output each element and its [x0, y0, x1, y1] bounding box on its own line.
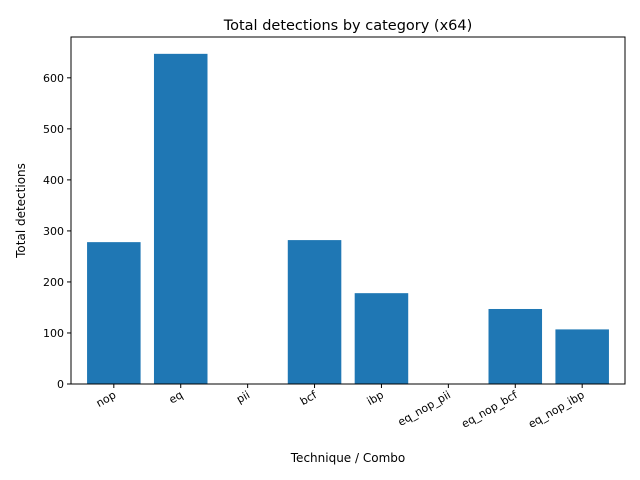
y-tick-label: 100	[43, 327, 64, 340]
y-tick-label: 400	[43, 174, 64, 187]
y-tick-label: 600	[43, 72, 64, 85]
bar-ibp	[354, 293, 409, 384]
y-axis: 0 100 200 300 400 500 600	[43, 72, 71, 391]
bar-group	[87, 53, 609, 385]
x-tick-label: eq	[167, 388, 185, 406]
y-tick-label: 500	[43, 123, 64, 136]
y-tick-label: 300	[43, 225, 64, 238]
bar-eq_nop_bcf	[488, 308, 543, 384]
chart-title: Total detections by category (x64)	[223, 18, 473, 34]
bar-eq	[153, 53, 208, 385]
y-axis-label: Total detections	[14, 163, 28, 259]
bar-bcf	[287, 240, 342, 384]
bar-eq_nop_ibp	[555, 329, 609, 384]
x-tick-label: pii	[234, 388, 252, 406]
x-axis-label: Technique / Combo	[290, 451, 405, 465]
plot-frame	[70, 36, 626, 385]
bar-nop	[87, 242, 141, 384]
y-tick-label: 0	[57, 378, 64, 391]
y-tick-label: 200	[43, 276, 64, 289]
